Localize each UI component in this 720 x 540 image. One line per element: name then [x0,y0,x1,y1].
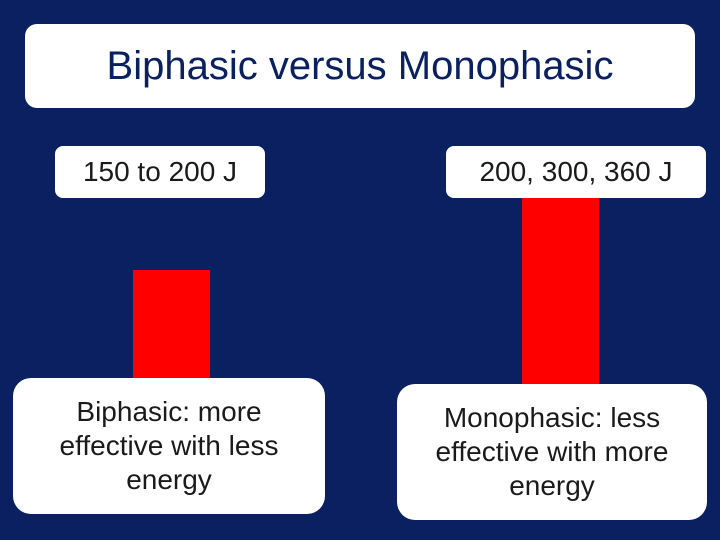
biphasic-bar [133,270,210,382]
monophasic-energy-text: 200, 300, 360 J [479,156,673,187]
monophasic-bar [522,198,599,386]
slide-title-text: Biphasic versus Monophasic [106,43,614,88]
monophasic-energy-label: 200, 300, 360 J [446,146,706,198]
slide-title: Biphasic versus Monophasic [25,24,695,108]
biphasic-caption: Biphasic: more effective with less energ… [13,378,325,514]
monophasic-caption-text: Monophasic: less effective with more ene… [435,402,669,501]
biphasic-energy-text: 150 to 200 J [82,156,238,187]
biphasic-caption-text: Biphasic: more effective with less energ… [59,396,279,495]
biphasic-energy-label: 150 to 200 J [55,146,265,198]
monophasic-caption: Monophasic: less effective with more ene… [397,384,707,520]
